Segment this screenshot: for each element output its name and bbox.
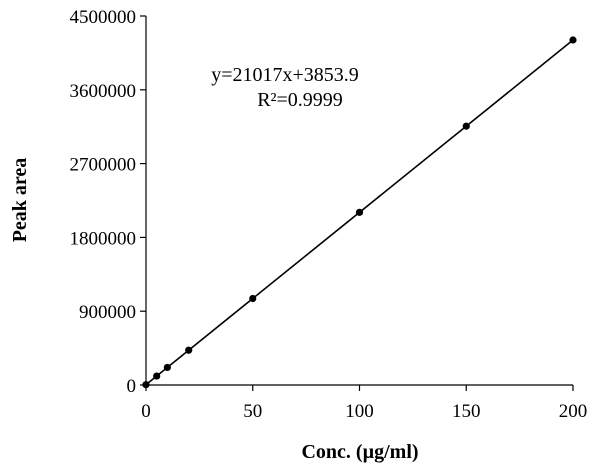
x-tick-label: 50 [243, 401, 262, 422]
y-tick-label: 0 [127, 376, 137, 397]
x-tick-group: 0 50 100 150 200 [141, 385, 587, 422]
trendline-equation: y=21017x+3853.9 [211, 64, 359, 86]
y-tick-label: 1800000 [70, 228, 137, 249]
data-point [185, 346, 193, 354]
x-tick-label: 150 [452, 401, 481, 422]
y-tick-label: 900000 [79, 302, 136, 323]
data-point [142, 381, 150, 389]
data-point [249, 294, 257, 303]
r-squared-label: R²=0.9999 [257, 89, 343, 111]
y-axis-title: Peak area [9, 158, 31, 243]
y-tick-group: 0 900000 1800000 2700000 3600000 4500000 [70, 7, 146, 397]
y-tick-label: 3600000 [70, 81, 137, 102]
y-tick-label: 2700000 [70, 155, 137, 176]
x-tick-label: 100 [345, 401, 374, 422]
plot-area: 0 50 100 150 200 0 900000 1800000 2700000 360000… [70, 7, 588, 422]
data-point [569, 36, 577, 44]
y-tick-label: 4500000 [70, 7, 137, 28]
data-points [142, 36, 577, 389]
x-tick-label: 0 [141, 401, 151, 422]
data-point [153, 372, 161, 380]
data-point [163, 363, 171, 372]
data-point [462, 122, 470, 130]
x-axis-title: Conc. (µg/ml) [301, 441, 418, 463]
x-tick-label: 200 [559, 401, 588, 422]
data-point [355, 208, 364, 216]
